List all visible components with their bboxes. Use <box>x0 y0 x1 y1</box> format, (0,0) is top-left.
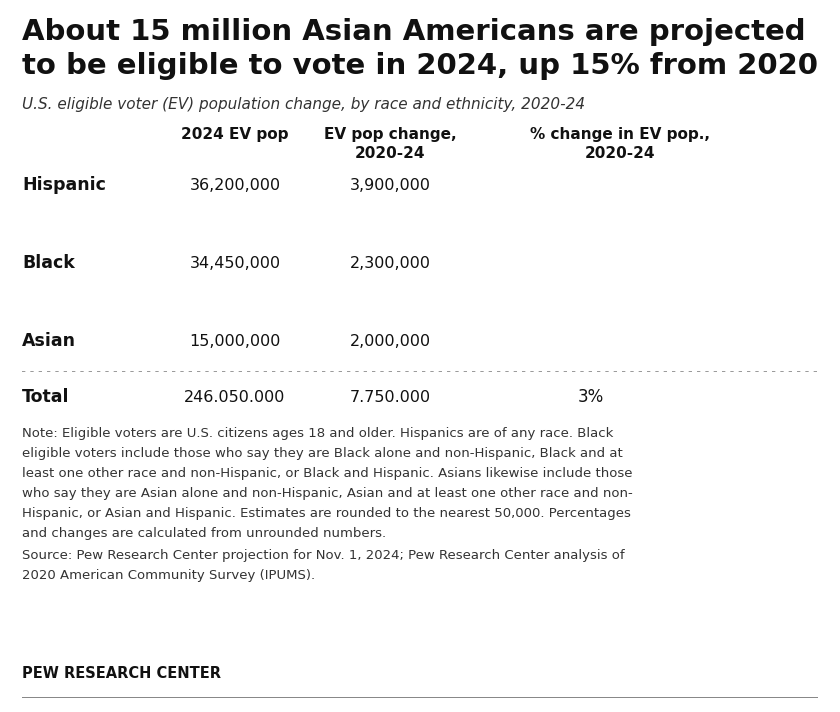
Text: % change in EV pop.,
2020-24: % change in EV pop., 2020-24 <box>530 127 710 161</box>
Text: Hispanic: Hispanic <box>22 176 106 194</box>
Text: and changes are calculated from unrounded numbers.: and changes are calculated from unrounde… <box>22 527 386 540</box>
Text: Note: Eligible voters are U.S. citizens ages 18 and older. Hispanics are of any : Note: Eligible voters are U.S. citizens … <box>22 427 613 440</box>
Text: 3,900,000: 3,900,000 <box>349 177 431 192</box>
Text: eligible voters include those who say they are Black alone and non-Hispanic, Bla: eligible voters include those who say th… <box>22 447 622 460</box>
Text: Black: Black <box>22 254 75 272</box>
Text: EV pop change,
2020-24: EV pop change, 2020-24 <box>323 127 456 161</box>
Text: 36,200,000: 36,200,000 <box>190 177 281 192</box>
Text: who say they are Asian alone and non-Hispanic, Asian and at least one other race: who say they are Asian alone and non-His… <box>22 487 633 500</box>
Text: About 15 million Asian Americans are projected: About 15 million Asian Americans are pro… <box>22 18 806 46</box>
Text: Total: Total <box>22 388 70 406</box>
Text: 2,300,000: 2,300,000 <box>349 256 431 271</box>
Text: 2024 EV pop: 2024 EV pop <box>181 127 289 142</box>
Text: 7%: 7% <box>583 254 612 272</box>
Text: 3%: 3% <box>578 388 604 406</box>
Text: Source: Pew Research Center projection for Nov. 1, 2024; Pew Research Center ana: Source: Pew Research Center projection f… <box>22 549 625 562</box>
Text: 7.750.000: 7.750.000 <box>349 389 431 404</box>
Text: 12%: 12% <box>612 176 652 194</box>
Text: least one other race and non-Hispanic, or Black and Hispanic. Asians likewise in: least one other race and non-Hispanic, o… <box>22 467 633 480</box>
Text: 246.050.000: 246.050.000 <box>184 389 286 404</box>
Text: 2020 American Community Survey (IPUMS).: 2020 American Community Survey (IPUMS). <box>22 569 315 582</box>
Text: U.S. eligible voter (EV) population change, by race and ethnicity, 2020-24: U.S. eligible voter (EV) population chan… <box>22 97 585 112</box>
Text: PEW RESEARCH CENTER: PEW RESEARCH CENTER <box>22 666 221 681</box>
Text: 15%: 15% <box>633 332 673 350</box>
Text: 34,450,000: 34,450,000 <box>190 256 281 271</box>
Text: 15,000,000: 15,000,000 <box>189 333 281 348</box>
Text: Hispanic, or Asian and Hispanic. Estimates are rounded to the nearest 50,000. Pe: Hispanic, or Asian and Hispanic. Estimat… <box>22 507 631 520</box>
Text: Asian: Asian <box>22 332 76 350</box>
Text: 2,000,000: 2,000,000 <box>349 333 431 348</box>
Text: to be eligible to vote in 2024, up 15% from 2020: to be eligible to vote in 2024, up 15% f… <box>22 52 818 80</box>
